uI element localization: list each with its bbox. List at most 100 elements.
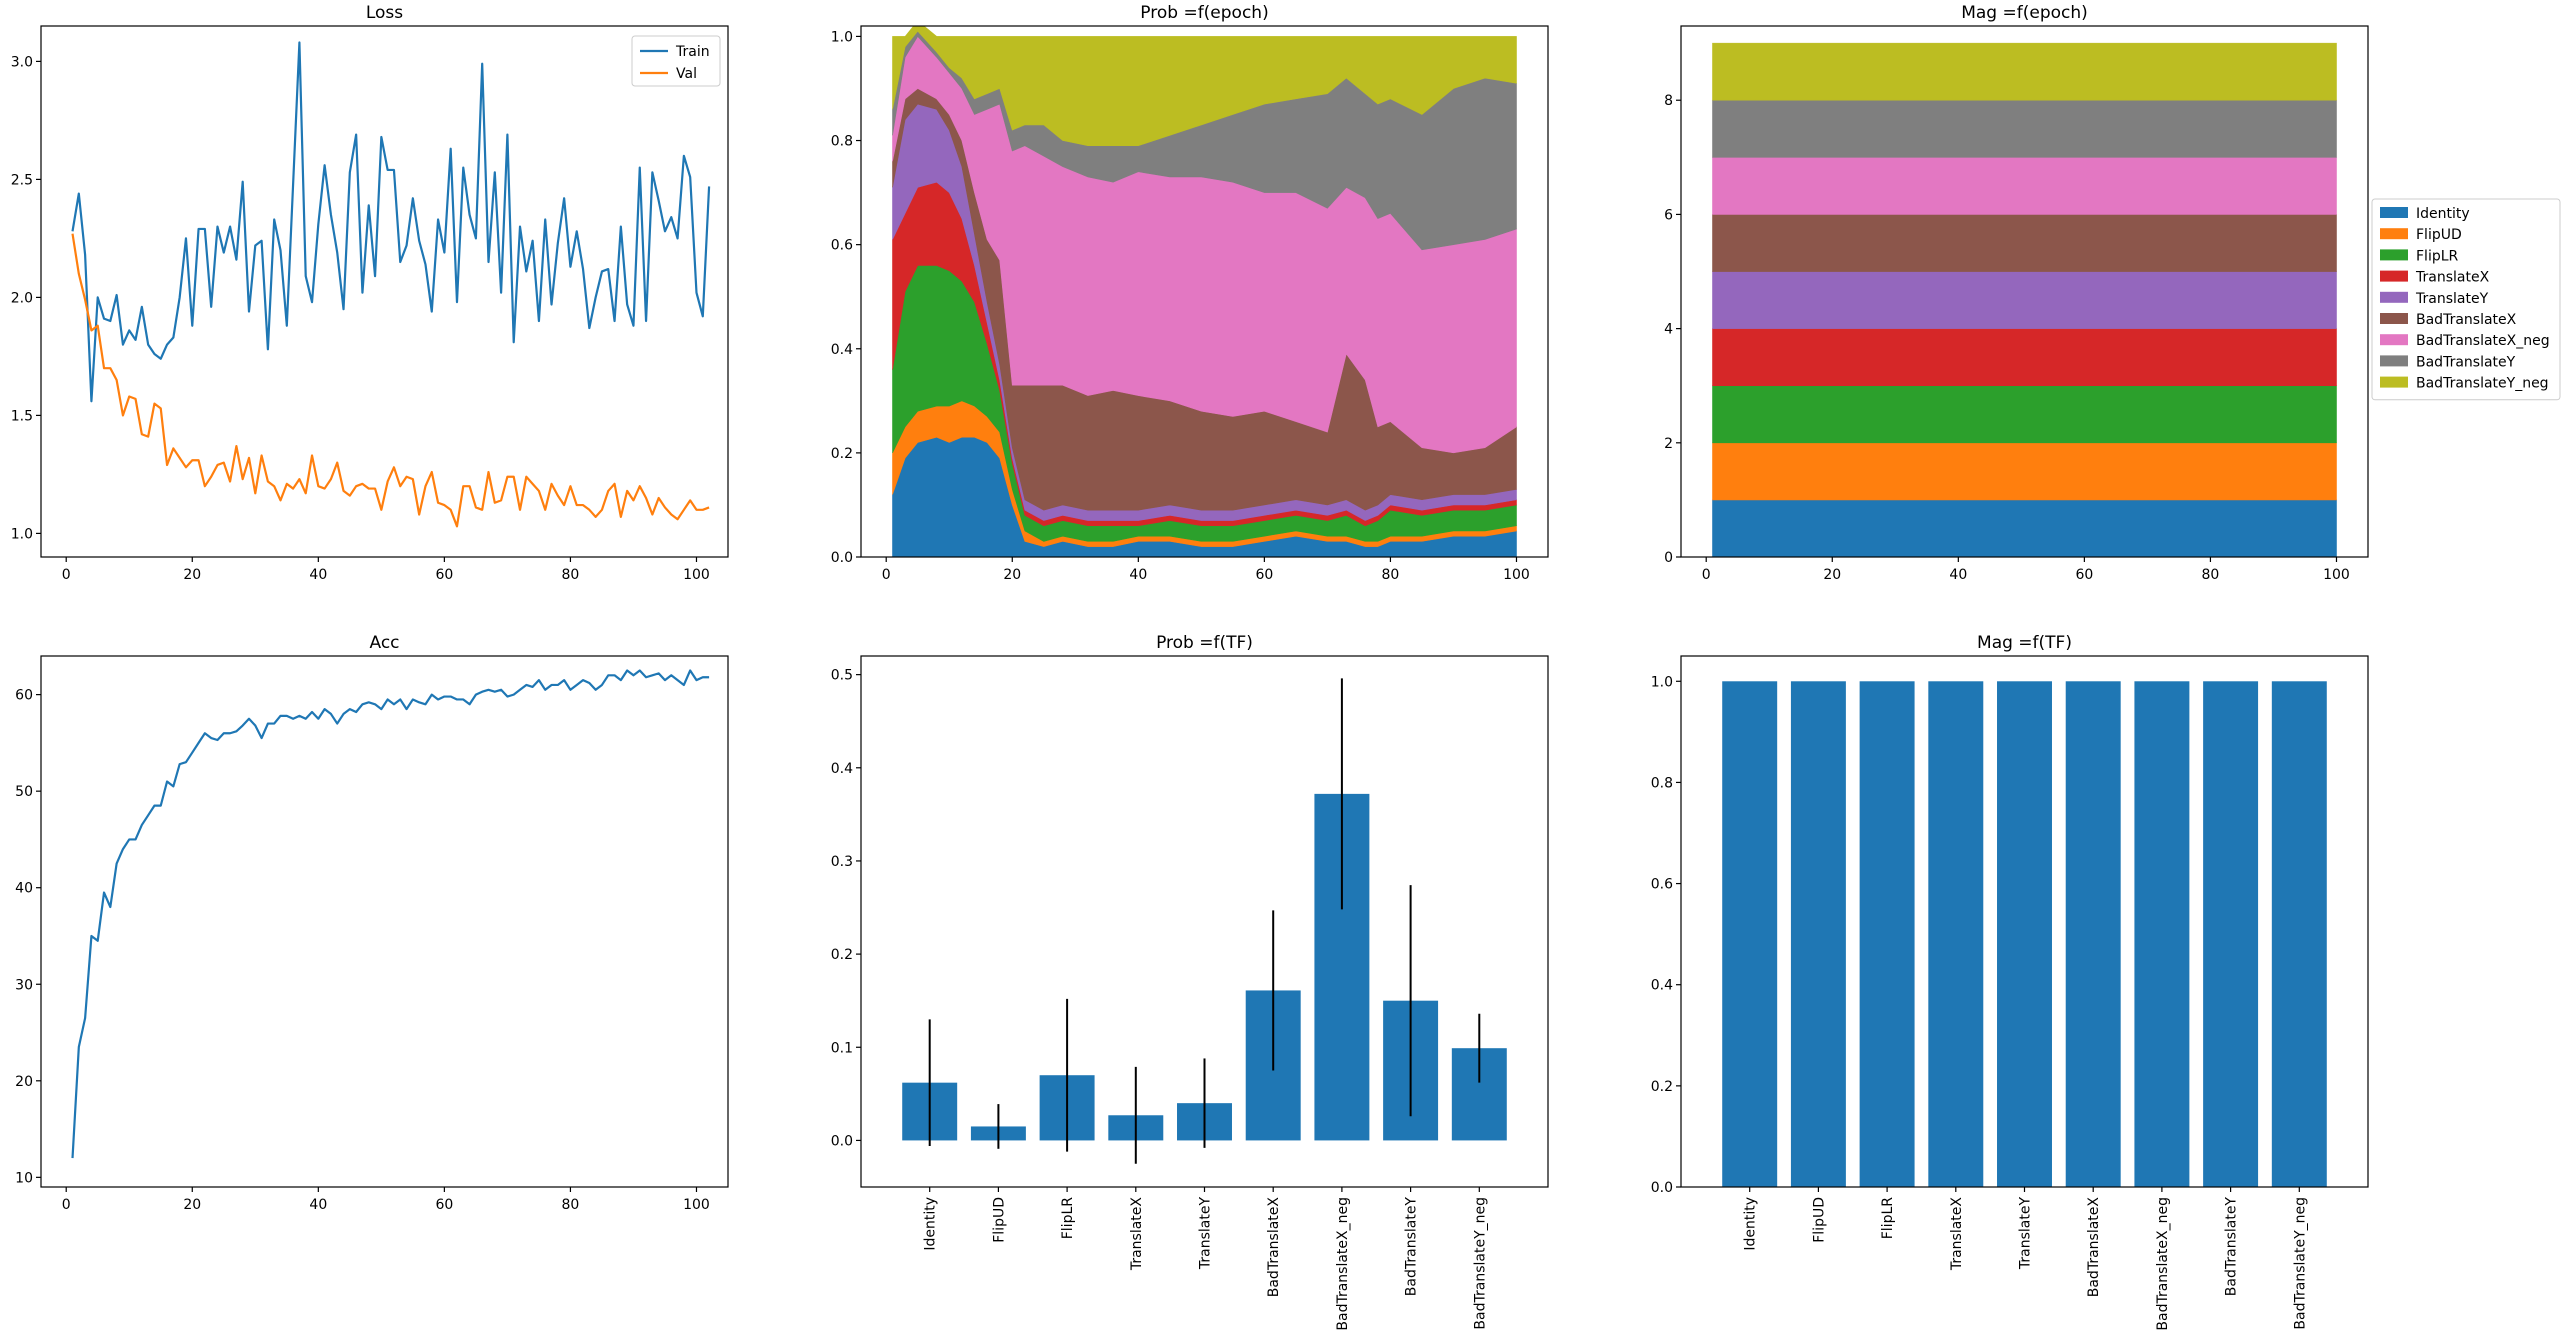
bar-badtranslatey-neg: [2271, 681, 2327, 1187]
legend-label-badtranslatey-neg: BadTranslateY_neg: [2416, 376, 2549, 392]
xtick-label: FlipUD: [991, 1197, 1007, 1243]
xtick-label: Identity: [1743, 1197, 1759, 1251]
ytick-label: 2: [1664, 436, 1673, 452]
chart-title-prob_epoch: Prob =f(epoch): [1140, 3, 1268, 23]
legend-label-train: Train: [675, 44, 710, 60]
ytick-label: 50: [15, 784, 33, 800]
chart-mag_tf: Mag =f(TF) 0.0 0.2 0.4 0.6 0.8 1.0 Identity Flip…: [1651, 633, 2369, 1331]
xtick-label: FlipLR: [1060, 1197, 1076, 1240]
xtick-label: TranslateY: [2018, 1197, 2034, 1271]
axes-frame-mag_epoch: [1680, 25, 2369, 558]
ytick-label: 0.5: [831, 668, 853, 684]
xtick-label: BadTranslateY_neg: [1472, 1197, 1488, 1330]
axes-frame-prob_epoch: [860, 25, 1549, 558]
bar-fliplr: [1859, 681, 1915, 1187]
legend-swatch-badtranslatex-neg: [2380, 334, 2408, 346]
ytick-label: 0.2: [831, 446, 853, 462]
xtick-label: 100: [683, 1197, 710, 1213]
ytick-label: 0.0: [831, 1133, 853, 1149]
legend-label-fliplr: FlipLR: [2416, 248, 2459, 264]
ytick-label: 0.3: [831, 854, 853, 870]
xtick-label: BadTranslateY: [1404, 1197, 1420, 1297]
bar-badtranslatey: [2203, 681, 2259, 1187]
xtick-label: 20: [1003, 567, 1021, 583]
bar-identity: [1722, 681, 1778, 1187]
xtick-label: BadTranslateX: [1266, 1197, 1282, 1298]
legend-box: [2371, 198, 2561, 401]
legend-swatch-badtranslatex: [2380, 313, 2408, 324]
ytick-label: 1.0: [1651, 674, 1673, 690]
legend-label-badtranslatex-neg: BadTranslateX_neg: [2416, 333, 2550, 349]
xtick-label: 80: [562, 567, 580, 583]
chart-title-acc: Acc: [369, 633, 399, 653]
legend-transforms: Identity FlipUD FlipLR TranslateX TranslateY…: [2371, 198, 2561, 401]
chart-prob_tf: Prob =f(TF) 0.0 0.1 0.2 0.3 0.4 0.5 Identity Fli…: [831, 633, 1549, 1331]
bar-flipud: [1790, 681, 1846, 1187]
legend-loss: Train Val: [631, 35, 721, 87]
chart-loss: Loss 1.0 1.5 2.0 2.5 3.0 0 20 40 60 80 100 Train Val: [11, 3, 729, 583]
plot-area-prob_tf: [902, 678, 1507, 1164]
line-train: [71, 41, 711, 403]
ytick-label: 0.2: [1651, 1079, 1673, 1095]
area-badtranslatey-neg: [892, 26, 1517, 147]
xtick-label: 100: [2323, 567, 2350, 583]
xtick-label: FlipLR: [1880, 1197, 1896, 1240]
xtick-label: 60: [435, 1197, 453, 1213]
xtick-label: 20: [1823, 567, 1841, 583]
xtick-label: BadTranslateX_neg: [2155, 1197, 2171, 1331]
area-badtranslatex-neg: [1712, 157, 2337, 215]
bar-translatey: [1997, 681, 2052, 1187]
line-val: [71, 233, 710, 528]
ytick-label: 0.6: [831, 238, 853, 254]
legend-label-translatey: TranslateY: [2415, 291, 2489, 307]
plot-area-mag_epoch: [1712, 42, 2337, 557]
xtick-label: 20: [183, 567, 201, 583]
ytick-label: 0.6: [1651, 877, 1673, 893]
xtick-label: 60: [1255, 567, 1273, 583]
legend-swatch-translatex: [2380, 270, 2408, 282]
legend-label-identity: Identity: [2416, 206, 2470, 222]
xtick-label: 40: [1949, 567, 1967, 583]
axes-frame-loss: [40, 25, 729, 558]
xtick-label: 40: [1129, 567, 1147, 583]
ytick-label: 6: [1664, 207, 1673, 223]
xtick-label: BadTranslateY_neg: [2292, 1197, 2308, 1330]
xtick-label: 20: [183, 1197, 201, 1213]
xtick-label: BadTranslateX_neg: [1335, 1197, 1351, 1331]
chart-title-prob_tf: Prob =f(TF): [1156, 633, 1253, 653]
ytick-label: 1.0: [831, 29, 853, 45]
ytick-label: 0.1: [831, 1040, 853, 1056]
area-flipud: [1712, 442, 2337, 501]
ytick-label: 0.8: [831, 134, 853, 150]
ytick-label: 8: [1664, 93, 1673, 109]
legend-swatch-translatey: [2380, 291, 2408, 303]
chart-prob_epoch: Prob =f(epoch) 0.0 0.2 0.4 0.6 0.8 1.0 0 20 40 60 8…: [831, 3, 1549, 583]
ytick-label: 0.2: [831, 947, 853, 963]
plot-area-mag_tf: [1722, 681, 2327, 1187]
area-fliplr: [1712, 385, 2337, 444]
plot-area-acc: [71, 669, 710, 1159]
line-series: [71, 669, 710, 1159]
chart-acc: Acc 10 20 30 40 50 60 0 20 40 60 80 100: [15, 633, 729, 1213]
chart-title-mag_epoch: Mag =f(epoch): [1961, 3, 2088, 23]
ytick-label: 30: [15, 977, 33, 993]
ytick-label: 1.5: [11, 408, 33, 424]
xtick-label: 60: [2075, 567, 2093, 583]
bar-badtranslatex-neg: [2134, 681, 2190, 1187]
xtick-label: 100: [1503, 567, 1530, 583]
ytick-label: 0.4: [1651, 978, 1673, 994]
xtick-label: 40: [309, 1197, 327, 1213]
xtick-label: TranslateY: [1198, 1197, 1214, 1271]
ytick-label: 0: [1664, 550, 1673, 566]
ytick-label: 0.8: [1651, 775, 1673, 791]
legend-label-val: Val: [676, 66, 697, 82]
xtick-label: 80: [562, 1197, 580, 1213]
xtick-label: Identity: [923, 1197, 939, 1251]
area-badtranslatey-neg: [1712, 42, 2337, 101]
xtick-label: FlipUD: [1811, 1197, 1827, 1243]
ytick-label: 0.4: [831, 342, 853, 358]
legend-swatch-badtranslatey: [2380, 355, 2408, 367]
area-badtranslatey: [1712, 99, 2337, 158]
legend-swatch-badtranslatey-neg: [2380, 376, 2408, 388]
